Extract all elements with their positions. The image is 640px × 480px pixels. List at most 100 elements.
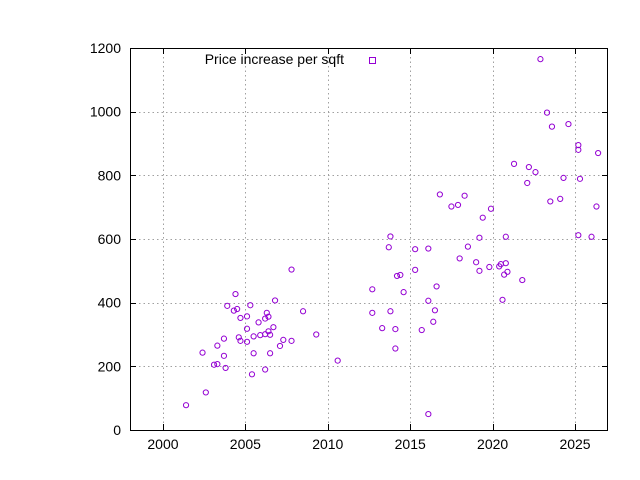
y-tick-label: 600 [98,231,122,247]
data-point [235,334,242,341]
data-point [448,203,455,210]
data-point [461,192,468,199]
data-point [334,357,341,364]
data-point [400,289,407,296]
data-point [280,336,287,344]
data-point [387,233,394,240]
axis-ticks [130,48,608,431]
data-point [232,290,239,298]
data-point [425,245,432,252]
data-point [431,307,439,314]
data-point [288,337,295,344]
data-point [476,234,483,241]
data-point [588,233,595,240]
data-point [436,191,443,198]
data-point [257,332,264,339]
data-point [265,328,272,335]
data-point [454,201,462,209]
data-point [220,335,228,342]
data-point [464,243,471,250]
tick-labels: 2000 2005 2010 2015 2020 2025 0 200 400 600 800 100… [90,40,591,452]
data-point [247,302,254,309]
data-point [387,308,394,315]
data-point [502,233,509,240]
data-point [524,179,531,187]
data-point [199,349,206,356]
x-tick-label: 2000 [147,436,178,452]
data-point [510,160,518,167]
data-point [288,266,295,273]
data-point [230,307,237,314]
data-point [425,410,432,418]
data-point [576,175,584,182]
data-point [262,315,269,322]
grid-lines [130,48,608,430]
data-point [237,337,244,344]
data-point [267,331,274,338]
data-point [243,313,251,320]
data-point [262,366,269,373]
data-point [412,266,419,273]
data-point [255,319,262,326]
data-point [476,267,483,274]
data-point [575,141,582,149]
data-point [243,338,251,345]
legend-marker [369,57,376,64]
data-point [537,56,544,63]
data-point [262,331,269,338]
data-point [412,246,419,253]
x-tick-label: 2025 [559,436,590,452]
data-point [243,325,251,332]
data-point [234,305,241,313]
data-point [392,325,399,333]
data-point [271,297,279,304]
data-point [392,345,399,352]
legend: Price increase per sqft [205,51,376,67]
data-point [379,325,386,332]
data-point [313,331,320,338]
data-points [182,56,602,418]
y-tick-label: 1000 [90,104,121,120]
y-tick-label: 0 [113,422,121,438]
y-tick-label: 200 [98,358,122,374]
legend-label: Price increase per sqft [205,51,344,67]
data-point [425,297,432,304]
data-point [430,318,437,325]
data-point [369,286,376,293]
data-point [525,163,532,171]
data-point [499,296,506,303]
x-tick-label: 2020 [477,436,508,452]
x-tick-label: 2010 [312,436,343,452]
data-point [418,326,425,334]
data-point [385,244,392,251]
data-point [263,309,270,316]
data-point [593,203,600,210]
data-point [557,195,564,202]
data-point [560,174,567,181]
data-point [210,361,218,368]
data-point [202,389,209,396]
data-point [519,276,526,284]
data-point [299,308,307,315]
data-point [224,302,231,309]
data-point [369,309,376,316]
data-point [267,350,274,357]
data-point [397,271,404,279]
data-point [393,272,401,280]
data-point [487,205,495,212]
data-point [265,313,272,320]
data-point [479,214,486,221]
data-point [222,364,229,372]
data-point [548,123,556,130]
x-tick-label: 2015 [395,436,426,452]
data-point [270,324,277,331]
data-point [214,342,221,349]
y-tick-label: 400 [98,295,122,311]
data-point [543,109,551,116]
data-point [456,255,463,262]
y-tick-label: 800 [98,167,122,183]
data-point [486,263,493,271]
x-tick-label: 2005 [230,436,261,452]
data-point [575,232,582,239]
